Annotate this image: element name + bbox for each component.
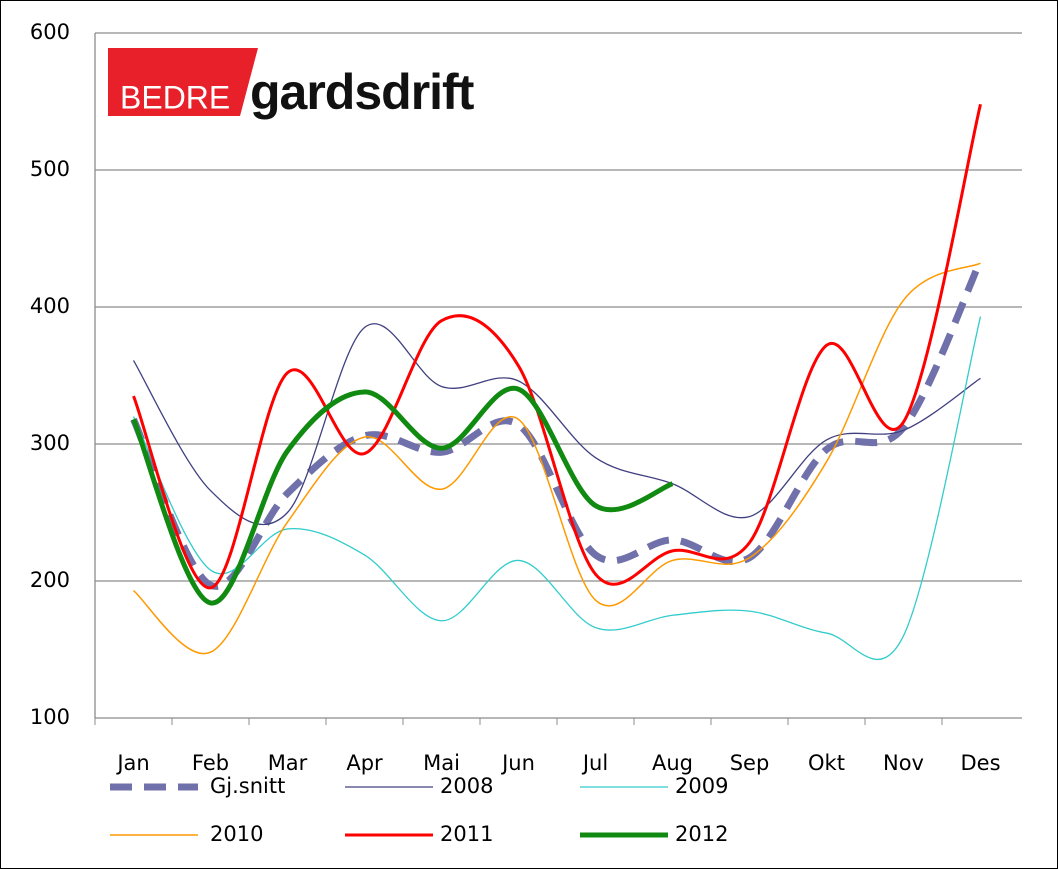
x-tick-label: Mai	[423, 751, 460, 775]
x-tick-label: Jan	[115, 751, 149, 775]
x-tick-label: Mar	[268, 751, 308, 775]
legend-label: 2011	[440, 822, 493, 846]
logo-box	[108, 48, 258, 116]
y-tick-label: 200	[30, 568, 70, 592]
x-tick-label: Nov	[883, 751, 924, 775]
y-tick-label: 600	[30, 20, 70, 44]
y-tick-label: 400	[30, 294, 70, 318]
legend-label: 2010	[210, 822, 263, 846]
legend-label: 2008	[440, 774, 493, 798]
x-tick-label: Jun	[500, 751, 535, 775]
legend-label: 2012	[675, 822, 728, 846]
series-line	[132, 316, 982, 661]
x-tick-label: Jul	[581, 751, 608, 775]
logo-left: BEDRE	[120, 79, 230, 115]
series-line	[130, 258, 984, 590]
x-tick-label: Okt	[808, 751, 845, 775]
legend-label: Gj.snitt	[210, 774, 285, 798]
x-tick-label: Apr	[346, 751, 383, 775]
x-tick-label: Sep	[730, 751, 770, 775]
x-tick-label: Feb	[192, 751, 229, 775]
series-line	[132, 323, 981, 526]
x-tick-label: Aug	[652, 751, 693, 775]
logo: BEDRE gardsdrift	[108, 48, 476, 120]
y-tick-label: 500	[30, 157, 70, 181]
legend-label: 2009	[675, 774, 728, 798]
series-line	[133, 262, 981, 655]
y-tick-label: 100	[30, 705, 70, 729]
x-tick-label: Des	[960, 751, 1000, 775]
logo-right: gardsdrift	[250, 64, 475, 120]
series-line	[132, 103, 982, 590]
y-tick-label: 300	[30, 431, 70, 455]
series-line	[131, 385, 674, 606]
